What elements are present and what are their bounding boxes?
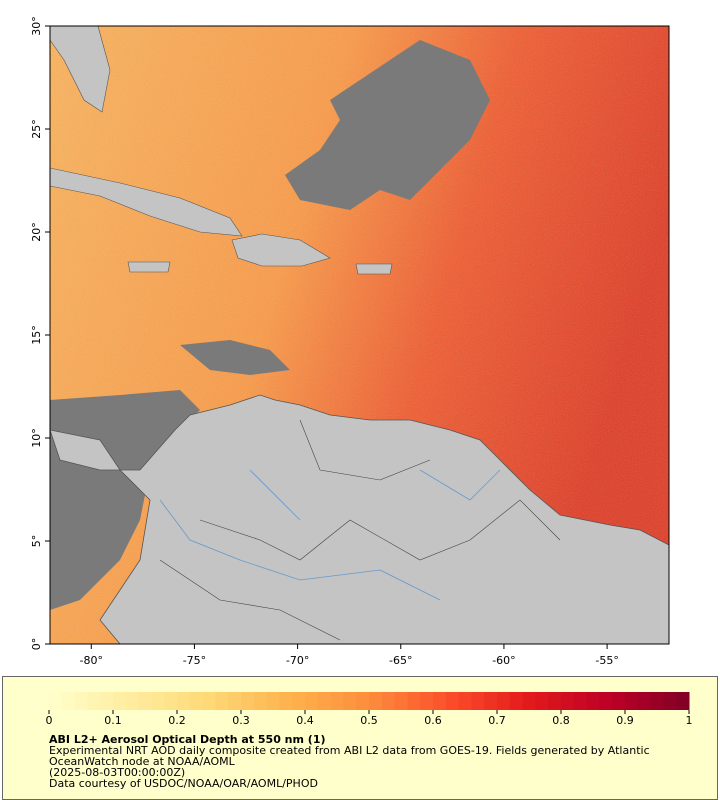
y-tick-label: 30° [30, 16, 43, 36]
colorbar-cell [343, 692, 357, 710]
colorbar-tick-label: 0.4 [296, 714, 314, 727]
colorbar-cell [241, 692, 255, 710]
colorbar-cell [61, 692, 76, 710]
y-tick-label: 20° [30, 222, 43, 242]
x-tick-label: -60° [492, 654, 515, 667]
colorbar-tick-label: 0.5 [360, 714, 378, 727]
land-puerto-rico [355, 263, 393, 275]
colorbar-cell [573, 692, 588, 710]
colorbar-cell [445, 692, 460, 710]
x-tick-label: -65° [389, 654, 412, 667]
colorbar-cell [548, 692, 562, 710]
colorbar-cell [394, 692, 408, 710]
colorbar-cell [612, 692, 626, 710]
colorbar-tick-label: 0.6 [424, 714, 442, 727]
colorbar-cell [87, 692, 101, 710]
caption-date: (2025-08-03T00:00:00Z) [49, 766, 186, 779]
borders [159, 419, 561, 641]
rivers [159, 469, 501, 601]
land-jamaica [127, 261, 171, 273]
colorbar-cell [202, 692, 216, 710]
colorbar-cell [509, 692, 524, 710]
x-tick-label: -80° [80, 654, 103, 667]
colorbar-cell [599, 692, 613, 710]
colorbar-tick-label: 0.1 [104, 714, 122, 727]
colorbar-tick-label: 1 [686, 714, 693, 727]
colorbar-tick-label: 0.3 [232, 714, 250, 727]
colorbar-cell [433, 692, 447, 710]
colorbar-cell [471, 692, 485, 710]
colorbar-cell [151, 692, 165, 710]
caption-credit: Data courtesy of USDOC/NOAA/OAR/AOML/PHO… [49, 777, 318, 790]
colorbar-cell [356, 692, 370, 710]
colorbar-cell [253, 692, 268, 710]
colorbar-cell [522, 692, 536, 710]
y-tick-label: 10° [30, 428, 43, 448]
map-layer [50, 26, 669, 644]
colorbar-cell [458, 692, 472, 710]
x-tick-label: -70° [286, 654, 309, 667]
colorbar-cell [586, 692, 600, 710]
colorbar-cell [625, 692, 639, 710]
land-hispaniola [231, 233, 331, 267]
colorbar-cell [663, 692, 677, 710]
colorbar-cell [535, 692, 549, 710]
no-data [285, 40, 490, 210]
caption-title: ABI L2+ Aerosol Optical Depth at 550 nm … [49, 733, 326, 746]
colorbar-cell [279, 692, 293, 710]
legend-box: 0 0.1 0.2 0.3 0.4 0.5 0.6 0.7 0.8 0.9 1 ABI L2+ Ae… [2, 676, 718, 800]
y-tick-label: 5° [30, 535, 43, 548]
colorbar-cell [215, 692, 229, 710]
colorbar-cell [113, 692, 127, 710]
colorbar-cell [484, 692, 498, 710]
colorbar-cell [138, 692, 152, 710]
colorbar-cell [189, 692, 204, 710]
colorbar-cell [49, 692, 63, 710]
land-south-america [50, 394, 669, 644]
x-tick-label: -75° [183, 654, 206, 667]
colorbar-cell [292, 692, 306, 710]
map-figure: -80° -75° -70° -65° -60° -55° 0° 5° 10° 15° 20° 25°… [30, 16, 670, 667]
colorbar-tick-label: 0 [46, 714, 53, 727]
colorbar-tick-label: 0.7 [488, 714, 506, 727]
colorbar-cell [407, 692, 421, 710]
colorbar-cell [74, 692, 88, 710]
colorbar-cell [420, 692, 434, 710]
colorbar-cell [177, 692, 191, 710]
colorbar-cell [266, 692, 280, 710]
colorbar-cell [676, 692, 690, 710]
caption-description: OceanWatch node at NOAA/AOML [49, 755, 235, 768]
colorbar-cell [164, 692, 178, 710]
y-tick-label: 0° [30, 638, 43, 651]
colorbar-cell [305, 692, 319, 710]
colorbar-cell [228, 692, 242, 710]
colorbar-tick-label: 0.2 [168, 714, 186, 727]
land-florida [50, 26, 111, 113]
y-tick-label: 15° [30, 325, 43, 345]
colorbar-cell [330, 692, 344, 710]
caption-description: Experimental NRT AOD daily composite cre… [49, 744, 650, 757]
colorbar-cell [369, 692, 383, 710]
colorbar-tick-label: 0.9 [616, 714, 634, 727]
colorbar-cell [381, 692, 396, 710]
no-data [180, 340, 290, 375]
land-cuba [50, 167, 243, 237]
colorbar-cell [317, 692, 332, 710]
x-tick-label: -55° [595, 654, 618, 667]
colorbar-cell [561, 692, 575, 710]
y-tick-label: 25° [30, 119, 43, 139]
colorbar-cell [650, 692, 664, 710]
colorbar-cell [100, 692, 114, 710]
colorbar-cell [637, 692, 652, 710]
colorbar: 0 0.1 0.2 0.3 0.4 0.5 0.6 0.7 0.8 0.9 1 [46, 692, 693, 727]
colorbar-cell [125, 692, 140, 710]
colorbar-tick-label: 0.8 [552, 714, 570, 727]
colorbar-cell [497, 692, 511, 710]
